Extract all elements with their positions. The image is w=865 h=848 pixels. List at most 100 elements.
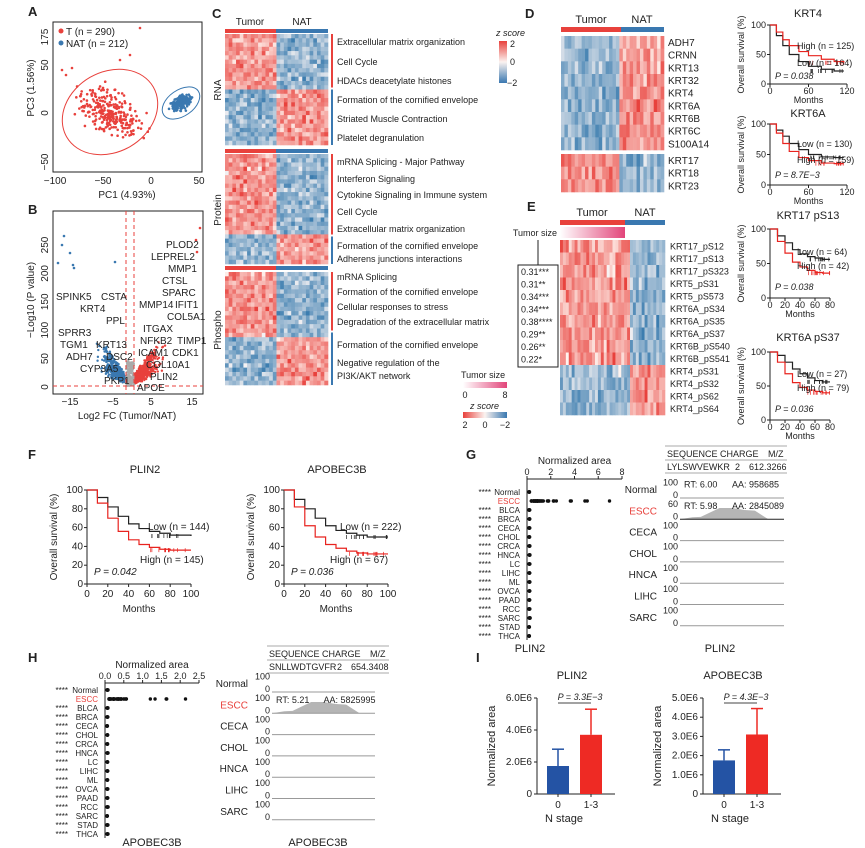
heatmap-cell [650, 302, 654, 316]
heatmap-cell [633, 74, 637, 87]
heatmap-cell [243, 127, 248, 133]
heatmap-cell [236, 38, 241, 43]
heatmap-cell [261, 255, 266, 261]
heatmap-cell [276, 110, 281, 116]
heatmap-cell [595, 74, 600, 87]
heatmap-cell [225, 341, 229, 347]
heatmap-cell [643, 86, 648, 100]
heatmap-cell [605, 86, 610, 100]
up-gene-point [144, 365, 147, 369]
heatmap-cell [283, 170, 288, 176]
heatmap-cell [243, 259, 248, 265]
heatmap-cell [609, 86, 613, 100]
heatmap-cell [324, 76, 329, 82]
heatmap-cell [232, 196, 237, 201]
heatmap-cell [316, 187, 321, 193]
heatmap-cell [294, 280, 299, 286]
heatmap-cell [283, 127, 288, 133]
heatmap-cell [320, 115, 325, 120]
tumor-point [107, 114, 110, 118]
heatmap-cell [228, 102, 233, 107]
heatmap-cell [305, 154, 310, 159]
panel-label-e: E [527, 199, 536, 214]
heatmap-cell [250, 255, 255, 261]
heatmap-cell [650, 179, 654, 193]
heatmap-cell [294, 221, 299, 227]
ns-point [132, 362, 135, 365]
heatmap-cell [320, 251, 325, 256]
ns-point [129, 372, 132, 375]
heatmap-cell [635, 277, 640, 291]
km-curve-high [770, 123, 844, 165]
heatmap-cell [283, 51, 288, 56]
heatmap-cell [598, 36, 603, 49]
heatmap-cell [247, 119, 252, 124]
correlation-value: 0.31*** [521, 267, 550, 277]
heatmap-cell [316, 380, 321, 386]
heatmap-cell [228, 38, 233, 43]
heatmap-cell [283, 376, 288, 381]
tumor-point [119, 110, 123, 114]
heatmap-cell [630, 277, 634, 291]
heatmap-cell [602, 166, 606, 180]
heatmap-cell [629, 61, 634, 75]
heatmap-cell [309, 345, 314, 351]
heatmap-cell [247, 68, 252, 73]
heatmap-cell [250, 221, 255, 227]
heatmap-cell [265, 358, 270, 364]
heatmap-cell [250, 34, 255, 39]
heatmap-cell [236, 93, 241, 99]
heatmap-cell [291, 85, 296, 90]
heatmap-cell [635, 315, 640, 328]
heatmap-cell [269, 154, 274, 159]
tumor-point [128, 126, 131, 129]
heatmap-cell [638, 402, 642, 416]
heatmap-cell [272, 106, 277, 112]
heatmap-cell [598, 48, 603, 62]
heatmap-cell [269, 166, 274, 172]
heatmap-cell [650, 86, 654, 100]
heatmap-cell [261, 225, 266, 231]
heatmap-cell [302, 115, 307, 120]
heatmap-cell [283, 213, 288, 218]
heatmap-cell [236, 242, 241, 248]
heatmap-cell [236, 234, 241, 239]
heatmap-cell [272, 46, 277, 52]
heatmap-cell [280, 332, 285, 338]
heatmap-cell [247, 46, 252, 52]
down-gene-point [117, 378, 121, 381]
heatmap-cell [305, 367, 310, 373]
heatmap-cell [302, 242, 307, 248]
heatmap-cell [320, 324, 325, 329]
heatmap-cell [236, 98, 241, 103]
heatmap-cell [574, 315, 578, 328]
heatmap-cell [225, 209, 229, 214]
heatmap-cell [269, 127, 274, 133]
heatmap-cell [228, 51, 233, 56]
heatmap-cell [595, 154, 600, 167]
heatmap-cell [302, 119, 307, 124]
heatmap-cell [632, 277, 637, 291]
heatmap-cell [265, 59, 270, 65]
heatmap-cell [254, 225, 259, 231]
heatmap-cell [232, 132, 237, 137]
heatmap-cell [280, 119, 285, 124]
tumor-point [115, 104, 118, 108]
km-curve-high [770, 228, 830, 274]
heatmap-cell [597, 377, 602, 391]
heatmap-cell [283, 341, 288, 347]
heatmap-cell [291, 242, 296, 248]
heatmap-cell [595, 390, 599, 403]
heatmap-cell [225, 59, 229, 65]
down-gene-point [95, 342, 99, 345]
heatmap-cell [250, 345, 255, 351]
heatmap-cell [287, 136, 292, 142]
heatmap-cell [228, 89, 233, 95]
heatmap-cell [291, 324, 296, 329]
heatmap-cell [606, 290, 610, 303]
heatmap-cell [294, 132, 299, 137]
heatmap-cell [243, 89, 248, 95]
heatmap-cell [243, 315, 248, 321]
tumor-point [122, 94, 126, 97]
